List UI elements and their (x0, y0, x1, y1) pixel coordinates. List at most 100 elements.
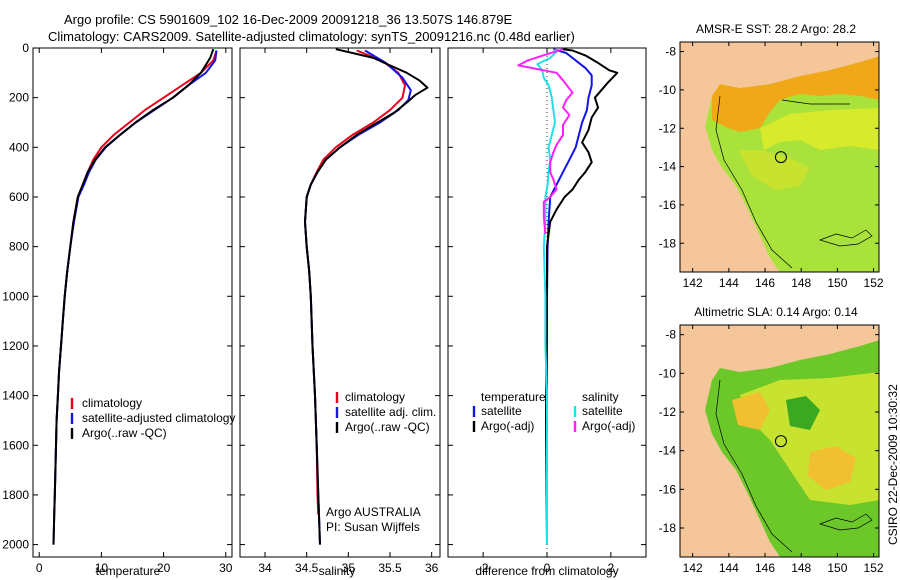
header-line-1: Argo profile: CS 5901609_102 16-Dec-2009… (64, 12, 512, 27)
difference-legend: temperature satellite Argo(-adj) salinit… (472, 390, 635, 433)
salinity-x-axis: 34 34.5 35 35.5 36 (258, 48, 439, 575)
sla-map-panel: Altimetric SLA: 0.14 Argo: 0.14 142 144 14… (659, 305, 884, 575)
series-line-argo-raw-qc (304, 48, 429, 545)
sst-map-x-axis: 142 144 146 148 150 152 (683, 42, 884, 290)
isobath-contour (715, 95, 850, 269)
map-y-tick-label: -14 (659, 160, 677, 174)
reef-contour (818, 513, 873, 531)
sla-map-image (680, 325, 879, 557)
y-tick-label: 200 (9, 91, 29, 105)
sla-map-title: Altimetric SLA: 0.14 Argo: 0.14 (694, 305, 858, 319)
x-tick-label: 34.5 (295, 561, 319, 575)
argo-position-marker (774, 435, 787, 448)
difference-xlabel: difference from climatology (475, 564, 618, 578)
y-tick-label: 1400 (2, 389, 29, 403)
x-tick-label: -2 (478, 561, 489, 575)
sla-map-x-axis: 142 144 146 148 150 152 (683, 325, 884, 575)
sst-warm-band (712, 56, 879, 132)
sla-low-patch (786, 396, 820, 430)
legend-satellite-adjusted: satellite-adjusted climatology (82, 411, 235, 425)
temperature-plot-frame (32, 47, 233, 558)
x-tick-label: 34 (258, 561, 272, 575)
argo-program: Argo AUSTRALIA (326, 505, 421, 519)
x-tick-label: 0 (544, 561, 551, 575)
x-tick-label: 2 (608, 561, 615, 575)
land-mass (680, 325, 879, 557)
map-x-tick-label: 144 (719, 276, 739, 290)
sst-mid-band (760, 108, 879, 150)
land-mass (680, 42, 879, 272)
salinity-lines (304, 48, 429, 545)
legend-temp-argo: Argo(-adj) (481, 419, 534, 433)
map-x-tick-label: 152 (864, 561, 884, 575)
depth-axis: 0 200 400 600 800 1000 1200 1400 1600 1800 2000 (2, 41, 232, 552)
salinity-xlabel: salinity (319, 564, 356, 578)
credit-stamp: CSIRO 22-Dec-2009 10:30:32 (886, 384, 900, 545)
argo-position-marker (774, 151, 787, 164)
y-tick-label: 0 (22, 41, 29, 55)
temperature-legend: climatology satellite-adjusted climatolo… (70, 396, 235, 440)
y-tick-label: 1600 (2, 438, 29, 452)
temperature-xlabel: temperature (96, 564, 161, 578)
y-tick-label: 800 (9, 240, 29, 254)
x-tick-label: 35 (342, 561, 356, 575)
sst-map-image (680, 42, 879, 272)
map-y-tick-label: -16 (659, 198, 677, 212)
legend-satellite-adj: satellite adj. clim. (345, 405, 436, 419)
difference-lines (517, 48, 619, 545)
temperature-panel: 0 200 400 600 800 1000 1200 1400 1600 1800 2000 0 1… (2, 41, 235, 578)
map-x-tick-label: 146 (755, 276, 775, 290)
x-tick-label: 0 (36, 561, 43, 575)
map-y-tick-label: -14 (659, 444, 677, 458)
x-tick-label: 30 (219, 561, 233, 575)
sst-map-title: AMSR-E SST: 28.2 Argo: 28.2 (696, 22, 856, 36)
legend-sal-argo: Argo(-adj) (582, 419, 635, 433)
salinity-depth-ticks (240, 47, 440, 546)
temperature-x-axis: 0 10 20 30 (36, 48, 233, 575)
series-line-argo-raw-qc (52, 48, 215, 545)
map-x-tick-label: 150 (827, 561, 847, 575)
sst-map-y-axis: -8 -10 -12 -14 -16 -18 (659, 45, 879, 250)
y-tick-label: 1800 (2, 488, 29, 502)
legend-sal-satellite: satellite (582, 404, 623, 418)
x-tick-label: 36 (425, 561, 439, 575)
legend-climatology: climatology (82, 396, 142, 410)
difference-depth-ticks (448, 47, 646, 546)
argo-pi: PI: Susan Wijffels (326, 520, 420, 534)
y-tick-label: 1000 (2, 289, 29, 303)
map-y-tick-label: -10 (659, 83, 677, 97)
series-line-salinity-argo-adj (517, 48, 574, 235)
map-y-tick-label: -8 (665, 328, 676, 342)
map-x-tick-label: 148 (791, 561, 811, 575)
sla-map-frame (679, 324, 880, 558)
map-x-tick-label: 150 (827, 276, 847, 290)
salinity-plot-frame (239, 47, 441, 558)
sst-map-panel: AMSR-E SST: 28.2 Argo: 28.2 142 144 146 148… (659, 22, 884, 290)
difference-panel: -2 0 2 difference from climatology tempera… (447, 47, 647, 578)
y-tick-label: 400 (9, 140, 29, 154)
map-y-tick-label: -12 (659, 121, 677, 135)
map-x-tick-label: 152 (864, 276, 884, 290)
y-tick-label: 600 (9, 190, 29, 204)
map-x-tick-label: 146 (755, 561, 775, 575)
reef-contour (818, 229, 873, 247)
map-y-tick-label: -10 (659, 366, 677, 380)
series-line-temperature-argo-adj (545, 48, 619, 545)
legend-argo: Argo(..raw -QC) (82, 426, 167, 440)
map-y-tick-label: -18 (659, 521, 677, 535)
map-y-tick-label: -8 (665, 45, 676, 59)
map-x-tick-label: 142 (683, 561, 703, 575)
legend-temp-satellite: satellite (481, 404, 522, 418)
temperature-lines (52, 48, 218, 545)
x-tick-label: 10 (95, 561, 109, 575)
x-tick-label: 20 (157, 561, 171, 575)
map-x-tick-label: 144 (719, 561, 739, 575)
legend-climatology: climatology (345, 390, 405, 404)
map-y-tick-label: -16 (659, 482, 677, 496)
sla-high-patch (732, 392, 770, 430)
map-x-tick-label: 142 (683, 276, 703, 290)
map-y-tick-label: -18 (659, 236, 677, 250)
sst-map-frame (679, 41, 880, 273)
salinity-legend: climatology satellite adj. clim. Argo(..… (335, 390, 436, 434)
